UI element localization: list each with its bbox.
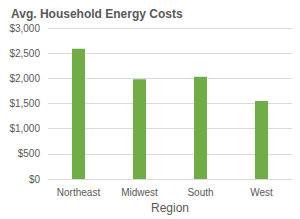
svg-text:West: West xyxy=(250,187,273,198)
svg-text:$3,000: $3,000 xyxy=(9,23,40,34)
svg-text:Northeast: Northeast xyxy=(57,187,101,198)
svg-text:$1,500: $1,500 xyxy=(9,98,40,109)
svg-text:Region: Region xyxy=(151,201,189,215)
svg-text:Avg. Household Energy Costs: Avg. Household Energy Costs xyxy=(11,7,183,21)
svg-text:$2,000: $2,000 xyxy=(9,73,40,84)
svg-text:$2,500: $2,500 xyxy=(9,48,40,59)
svg-text:$500: $500 xyxy=(18,148,41,159)
svg-text:South: South xyxy=(187,187,213,198)
svg-text:$0: $0 xyxy=(29,174,41,185)
svg-text:Midwest: Midwest xyxy=(121,187,158,198)
svg-text:$1,000: $1,000 xyxy=(9,123,40,134)
